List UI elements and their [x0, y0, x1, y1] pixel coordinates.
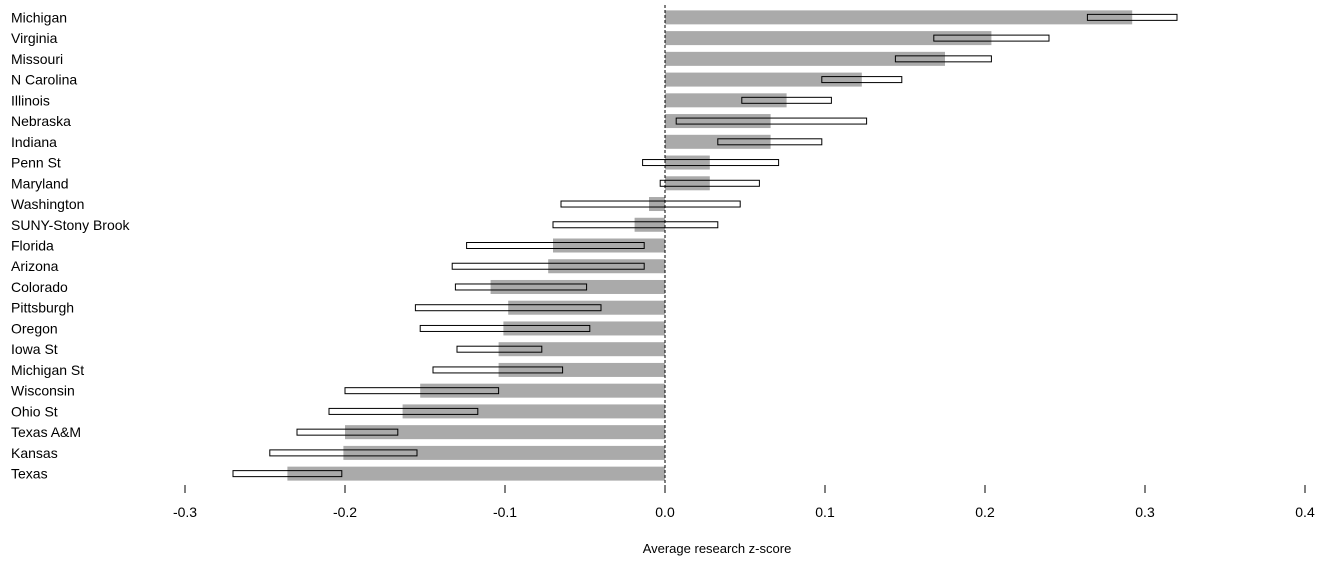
category-label-kansas: Kansas [11, 445, 58, 461]
bar-oregon [503, 321, 665, 336]
category-label-oregon: Oregon [11, 320, 58, 336]
bar-texas-aandm [345, 425, 665, 440]
interval-nebraska [675, 117, 868, 125]
bar-kansas [343, 445, 665, 460]
category-label-pittsburgh: Pittsburgh [11, 300, 74, 316]
x-tick-label: 0.4 [1295, 504, 1315, 520]
category-label-texas: Texas [11, 466, 48, 482]
bar-virginia [665, 31, 992, 46]
category-label-michigan: Michigan [11, 9, 67, 25]
x-tick-label: 0.1 [815, 504, 835, 520]
category-label-colorado: Colorado [11, 279, 68, 295]
x-tick-label: 0.0 [655, 504, 675, 520]
bar-michigan [665, 10, 1133, 25]
bar-wisconsin [420, 383, 665, 398]
bar-ohio-st [402, 404, 665, 419]
interval-iowa-st [456, 345, 543, 353]
category-label-wisconsin: Wisconsin [11, 383, 75, 399]
category-label-ohio-st: Ohio St [11, 403, 58, 419]
interval-texas-aandm [296, 428, 399, 436]
bar-pittsburgh [508, 300, 665, 315]
interval-indiana [717, 138, 823, 146]
bar-n-carolina [665, 72, 862, 87]
category-label-illinois: Illinois [11, 92, 50, 108]
interval-kansas [269, 449, 418, 457]
interval-oregon [419, 324, 591, 332]
interval-illinois [741, 96, 832, 104]
interval-michigan-st [432, 366, 564, 374]
bar-colorado [490, 279, 665, 294]
bar-arizona [548, 259, 665, 274]
bar-maryland [665, 176, 710, 191]
interval-arizona [451, 262, 645, 270]
bar-illinois [665, 93, 787, 108]
bar-washington [649, 197, 665, 212]
bar-missouri [665, 51, 945, 66]
x-axis-title: Average research z-score [643, 541, 792, 556]
category-label-nebraska: Nebraska [11, 113, 71, 129]
interval-colorado [454, 283, 588, 291]
interval-maryland [659, 179, 760, 187]
category-label-n-carolina: N Carolina [11, 72, 77, 88]
category-label-missouri: Missouri [11, 51, 63, 67]
category-label-maryland: Maryland [11, 175, 69, 191]
bar-michigan-st [498, 362, 665, 377]
interval-wisconsin [344, 387, 500, 395]
category-label-suny-stony-brook: SUNY-Stony Brook [11, 217, 131, 233]
category-labels: Michigan Virginia Missouri N Carolina Illino… [11, 9, 131, 481]
x-tick-label: -0.1 [493, 504, 517, 520]
category-label-washington: Washington [11, 196, 84, 212]
interval-washington [560, 200, 741, 208]
bars-layer [287, 10, 1133, 481]
interval-missouri [894, 55, 992, 63]
x-tick-label: -0.2 [333, 504, 357, 520]
x-axis: -0.3 -0.2 -0.1 0.0 0.1 0.2 0.3 0.4 [173, 485, 1315, 520]
category-label-florida: Florida [11, 238, 54, 254]
interval-virginia [933, 34, 1050, 42]
category-label-michigan-st: Michigan St [11, 362, 84, 378]
bar-florida [553, 238, 665, 253]
interval-penn-st [642, 159, 780, 167]
intervals-layer [232, 13, 1178, 478]
category-label-texas-aandm: Texas A&M [11, 424, 81, 440]
interval-florida [466, 242, 645, 249]
interval-ohio-st [328, 407, 479, 415]
interval-n-carolina [821, 76, 903, 84]
bar-penn-st [665, 155, 710, 170]
category-label-arizona: Arizona [11, 258, 59, 274]
bar-suny-stony-brook [634, 217, 665, 232]
bar-texas [287, 466, 665, 481]
x-tick-label: 0.3 [1135, 504, 1155, 520]
interval-suny-stony-brook [552, 221, 719, 229]
bar-nebraska [665, 114, 771, 129]
category-label-indiana: Indiana [11, 134, 57, 150]
bar-iowa-st [498, 342, 665, 357]
category-label-virginia: Virginia [11, 30, 58, 46]
category-label-iowa-st: Iowa St [11, 341, 58, 357]
interval-texas [232, 470, 343, 478]
interval-michigan [1086, 13, 1178, 21]
x-tick-label: 0.2 [975, 504, 995, 520]
category-label-penn-st: Penn St [11, 155, 61, 171]
x-tick-label: -0.3 [173, 504, 197, 520]
interval-pittsburgh [414, 304, 602, 312]
